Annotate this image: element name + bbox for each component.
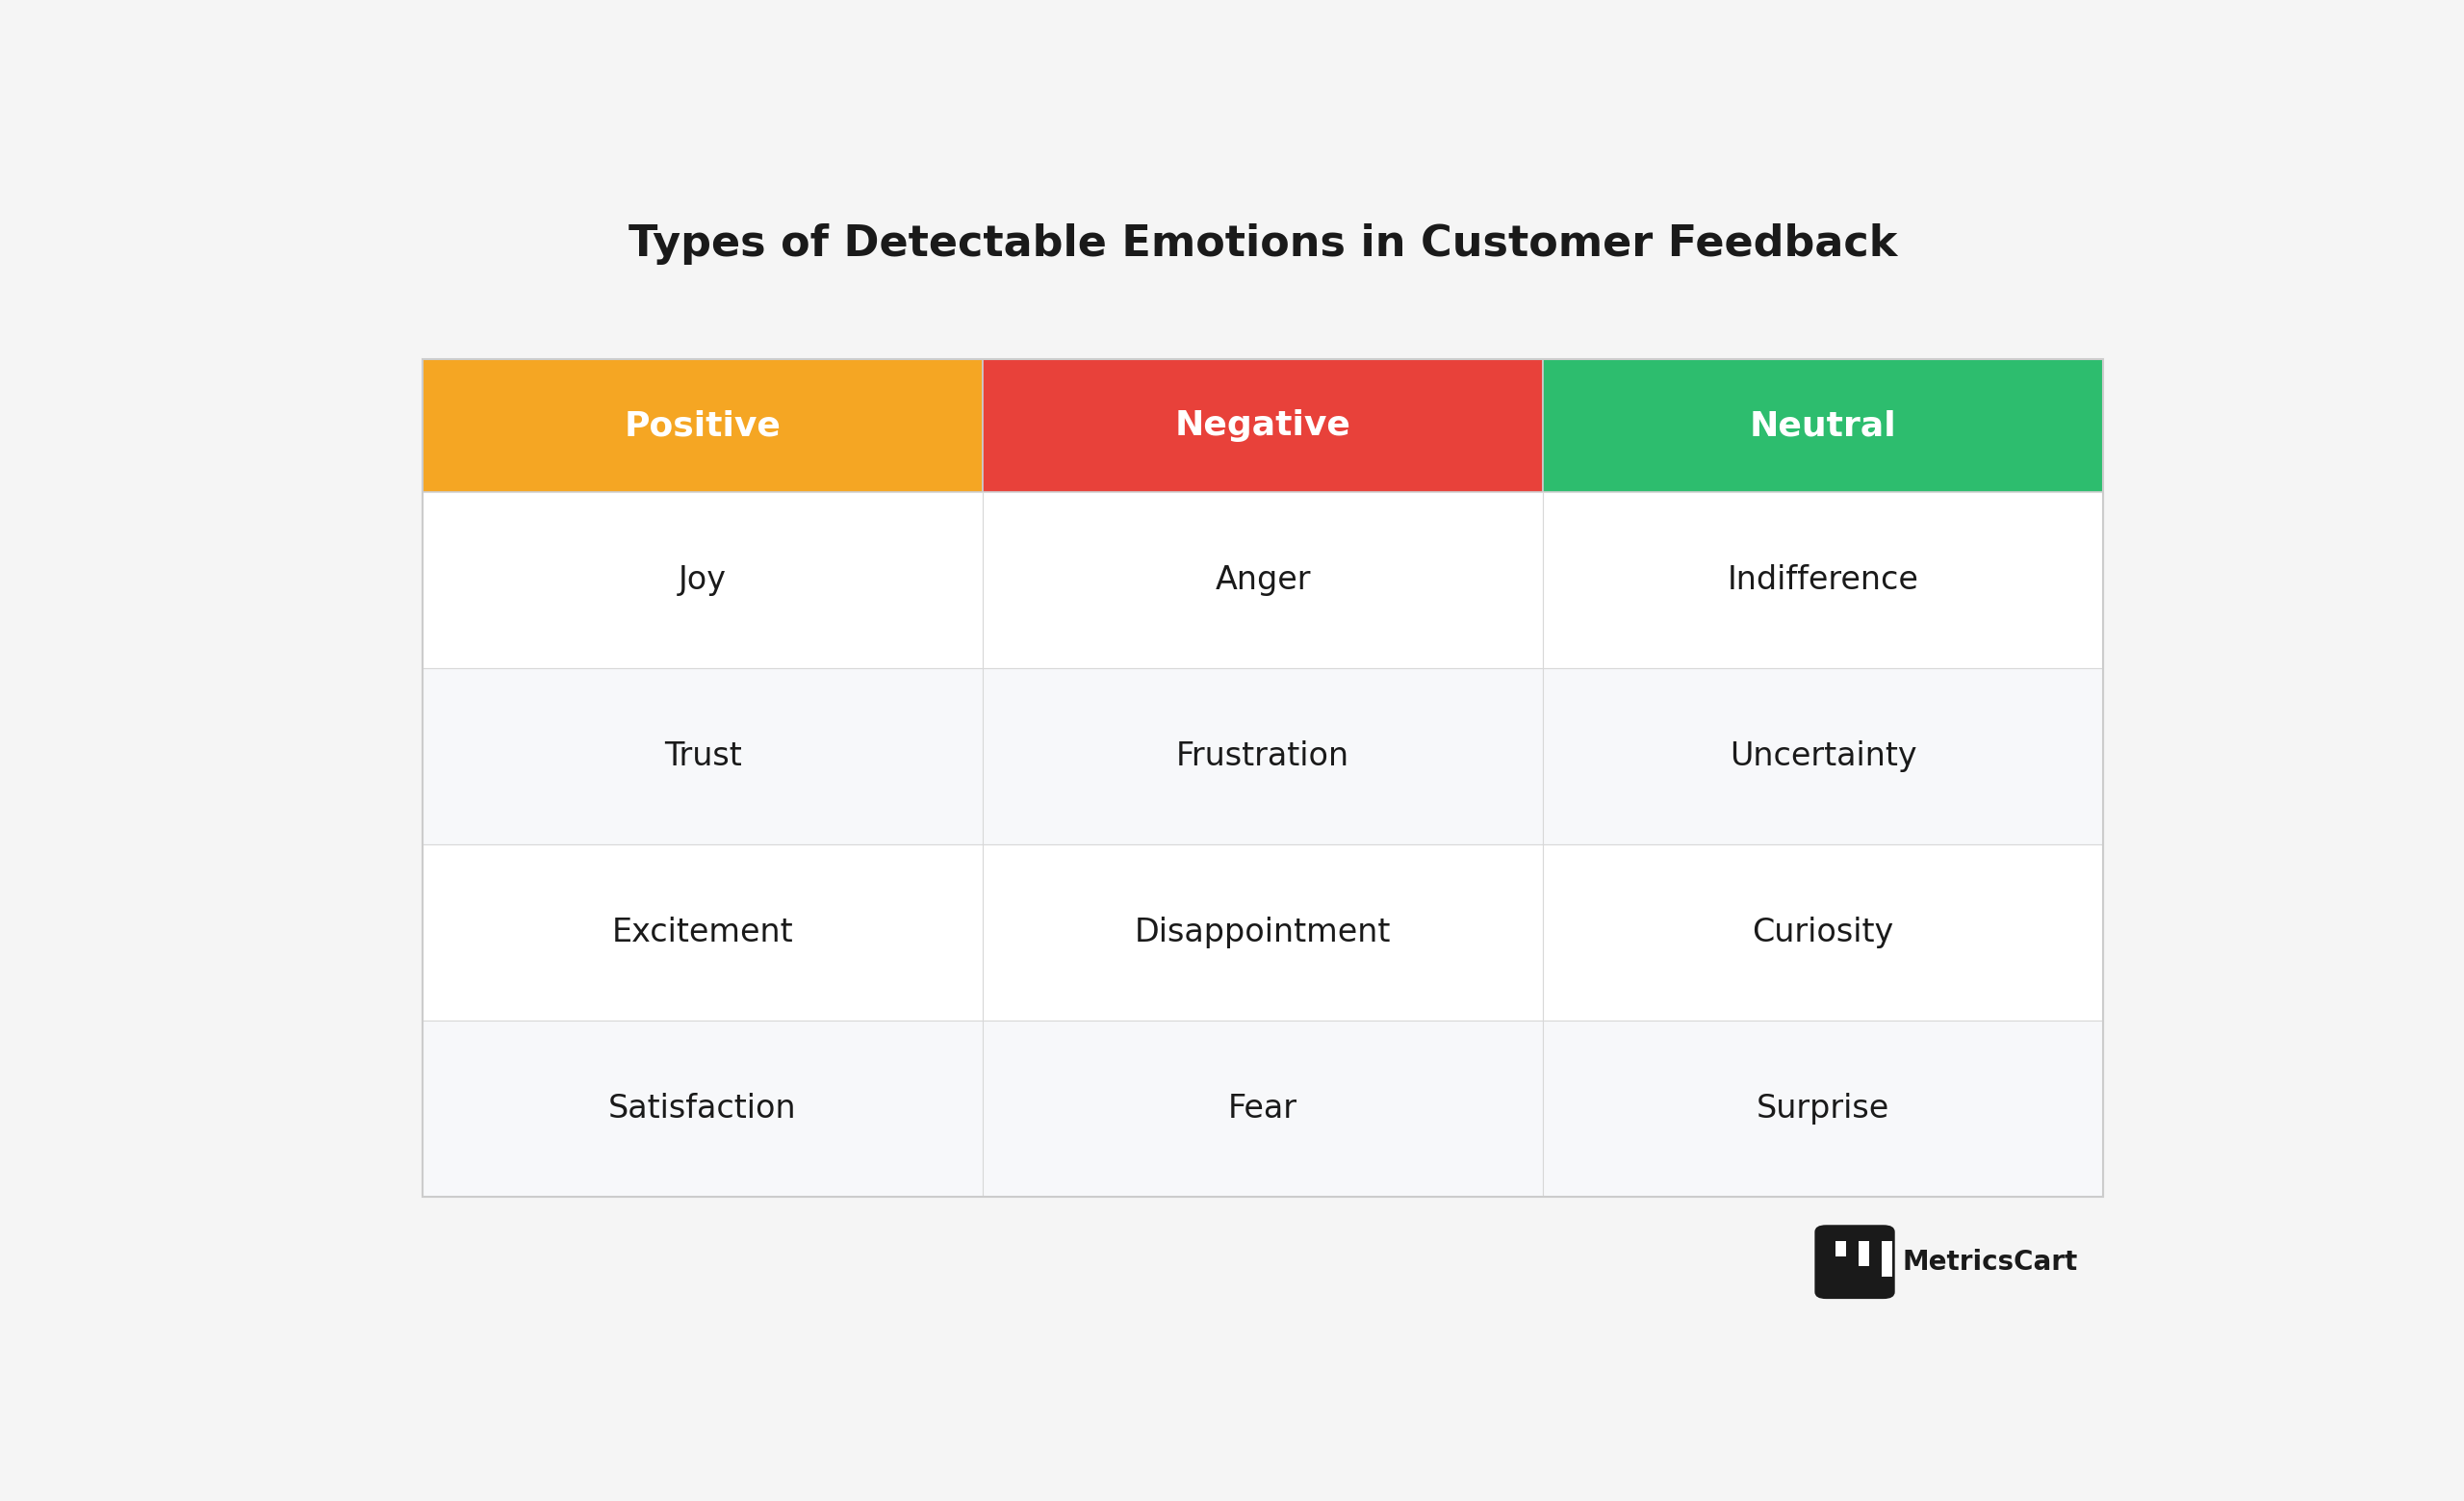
Text: Disappointment: Disappointment (1133, 917, 1392, 949)
Text: Joy: Joy (678, 564, 727, 596)
Text: MetricsCart: MetricsCart (1902, 1249, 2077, 1276)
Bar (424, 359, 983, 492)
Bar (1836, 1241, 1846, 1256)
Text: Neutral: Neutral (1749, 410, 1897, 443)
Bar (1542, 492, 2102, 668)
Bar (1542, 668, 2102, 845)
Bar (424, 1021, 983, 1198)
Text: Uncertainty: Uncertainty (1730, 740, 1917, 773)
Bar (1858, 1241, 1868, 1265)
Bar (1542, 845, 2102, 1021)
Text: Types of Detectable Emotions in Customer Feedback: Types of Detectable Emotions in Customer… (628, 224, 1897, 264)
Bar (1542, 359, 2102, 492)
Text: Fear: Fear (1227, 1093, 1299, 1124)
Bar (1542, 1021, 2102, 1198)
Text: Indifference: Indifference (1727, 564, 1919, 596)
Bar (424, 359, 2104, 1198)
Bar (424, 845, 983, 1021)
Bar (983, 359, 1542, 492)
Text: Frustration: Frustration (1175, 740, 1350, 773)
Bar (983, 668, 1542, 845)
Bar (983, 1021, 1542, 1198)
FancyBboxPatch shape (1814, 1225, 1895, 1298)
Text: Satisfaction: Satisfaction (609, 1093, 796, 1124)
Text: Negative: Negative (1175, 410, 1350, 443)
Bar (424, 492, 983, 668)
Text: Positive: Positive (623, 410, 781, 443)
Text: Trust: Trust (663, 740, 742, 773)
Bar (983, 492, 1542, 668)
Bar (1882, 1241, 1892, 1276)
Bar (983, 845, 1542, 1021)
Bar (424, 668, 983, 845)
Text: Anger: Anger (1215, 564, 1311, 596)
Text: Surprise: Surprise (1757, 1093, 1890, 1124)
Text: Curiosity: Curiosity (1752, 917, 1895, 949)
Text: Excitement: Excitement (611, 917, 793, 949)
